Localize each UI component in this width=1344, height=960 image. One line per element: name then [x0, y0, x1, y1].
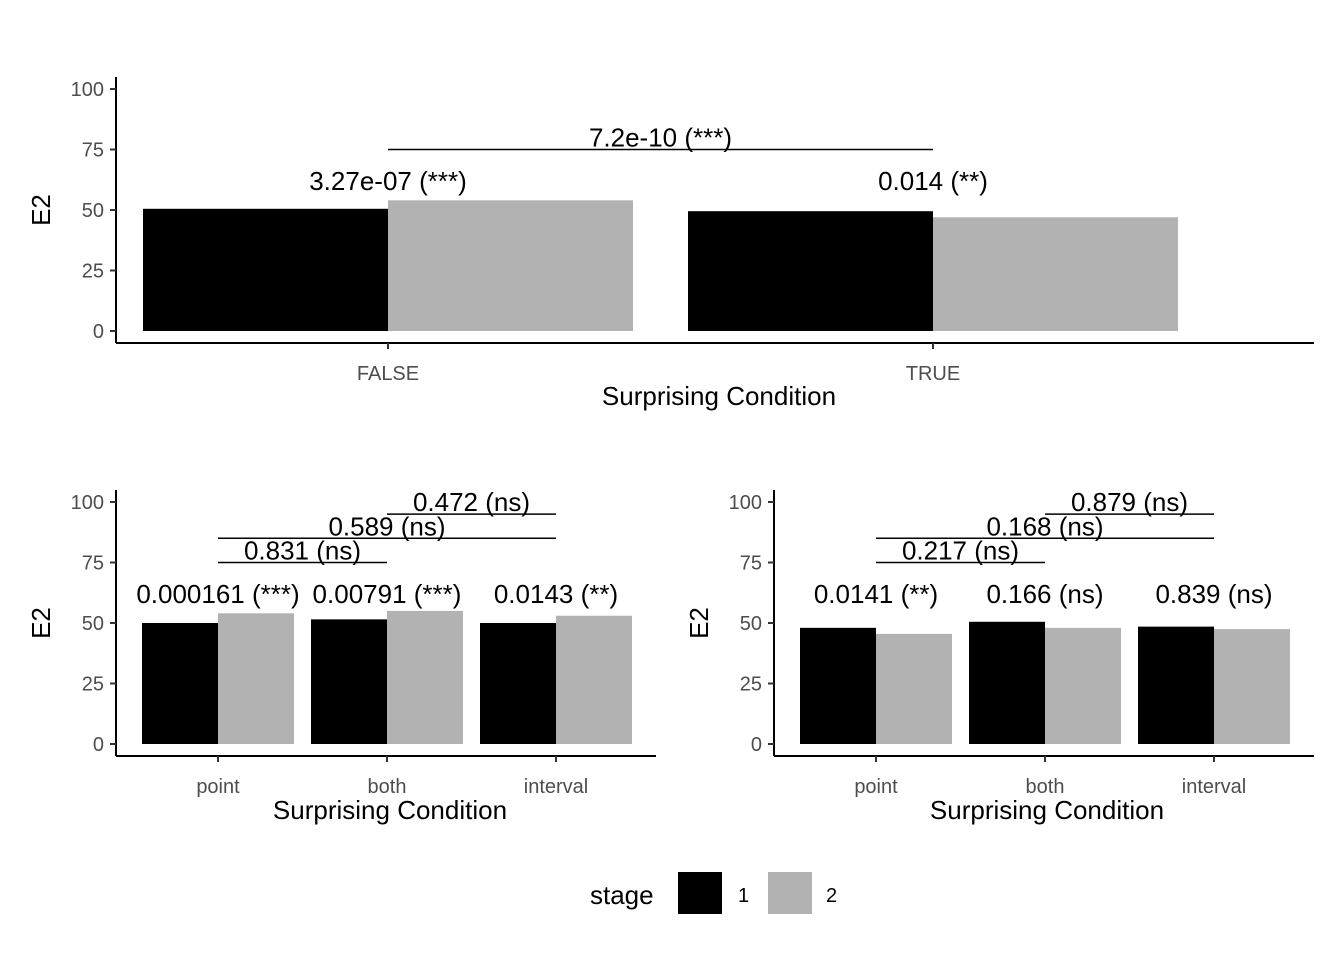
pair-test-label: 0.0141 (**): [814, 579, 938, 609]
panel-top: 0 25 50 75 100 FALSE TRUE Surprising Condition E…: [26, 77, 1314, 411]
x-axis-title: Surprising Condition: [602, 381, 836, 411]
y-tick-label: 25: [82, 674, 104, 696]
bar-both-stage-2: [387, 610, 463, 744]
y-tick-label: 75: [82, 140, 104, 162]
pair-test-label: 0.000161 (***): [136, 579, 299, 609]
y-tick-label: 0: [93, 734, 104, 756]
pair-test-label: 0.014 (**): [878, 166, 988, 196]
y-axis-title: E2: [684, 607, 714, 639]
bar-point-stage-2: [218, 613, 294, 744]
pair-test-label: 0.166 (ns): [986, 579, 1103, 609]
y-tick-label: 100: [729, 492, 762, 514]
bar-both-stage-1: [969, 621, 1045, 744]
y-tick-label: 0: [751, 734, 762, 756]
x-tick-label: point: [196, 776, 240, 798]
comparison-label: 0.831 (ns): [244, 536, 361, 566]
pair-test-label: 3.27e-07 (***): [309, 166, 467, 196]
panel-bottom-left: 0 25 50 75 100 point both interval Surprising Co…: [26, 487, 656, 825]
legend: stage 1 2: [590, 872, 837, 914]
legend-label-1: 1: [738, 885, 749, 907]
y-tick-label: 25: [82, 261, 104, 283]
x-axis-title: Surprising Condition: [930, 795, 1164, 825]
bar-FALSE-stage-1: [143, 208, 388, 331]
bar-TRUE-stage-2: [933, 217, 1178, 331]
bar-interval-stage-1: [480, 623, 556, 744]
bar-point-stage-1: [800, 627, 876, 744]
y-axis-title: E2: [26, 607, 56, 639]
pair-test-label: 0.839 (ns): [1155, 579, 1272, 609]
legend-key-2: [768, 872, 812, 914]
y-tick-label: 50: [82, 200, 104, 222]
comparison-label: 7.2e-10 (***): [589, 123, 732, 153]
x-tick-label: interval: [1182, 776, 1246, 798]
y-axis-title: E2: [26, 194, 56, 226]
x-tick-label: point: [854, 776, 898, 798]
y-tick-label: 0: [93, 321, 104, 343]
x-tick-label: TRUE: [906, 363, 960, 385]
comparison-label: 0.168 (ns): [986, 511, 1103, 541]
y-tick-label: 75: [740, 553, 762, 575]
panel-bottom-right: 0 25 50 75 100 point both interval Surprising Co…: [684, 487, 1314, 825]
bar-interval-stage-1: [1138, 626, 1214, 744]
x-tick-label: FALSE: [357, 363, 419, 385]
comparison-label: 0.472 (ns): [413, 487, 530, 517]
bar-TRUE-stage-1: [688, 211, 933, 331]
bar-interval-stage-2: [556, 615, 632, 744]
y-tick-label: 75: [82, 553, 104, 575]
y-tick-label: 100: [71, 79, 104, 101]
comparison-label: 0.879 (ns): [1071, 487, 1188, 517]
bar-both-stage-1: [311, 619, 387, 744]
y-tick-label: 100: [71, 492, 104, 514]
bar-interval-stage-2: [1214, 629, 1290, 744]
comparison-label: 0.217 (ns): [902, 536, 1019, 566]
x-tick-label: both: [368, 776, 407, 798]
pair-test-label: 0.0143 (**): [494, 579, 618, 609]
x-axis-title: Surprising Condition: [273, 795, 507, 825]
pair-test-label: 0.00791 (***): [313, 579, 462, 609]
bar-point-stage-2: [876, 633, 952, 744]
legend-title: stage: [590, 880, 654, 910]
bar-both-stage-2: [1045, 627, 1121, 744]
y-tick-label: 50: [82, 613, 104, 635]
x-tick-label: interval: [524, 776, 588, 798]
y-tick-label: 50: [740, 613, 762, 635]
y-tick-label: 25: [740, 674, 762, 696]
x-tick-label: both: [1026, 776, 1065, 798]
bar-FALSE-stage-2: [388, 200, 633, 331]
legend-key-1: [678, 872, 722, 914]
legend-label-2: 2: [826, 885, 837, 907]
comparison-label: 0.589 (ns): [328, 511, 445, 541]
bar-point-stage-1: [142, 623, 218, 744]
